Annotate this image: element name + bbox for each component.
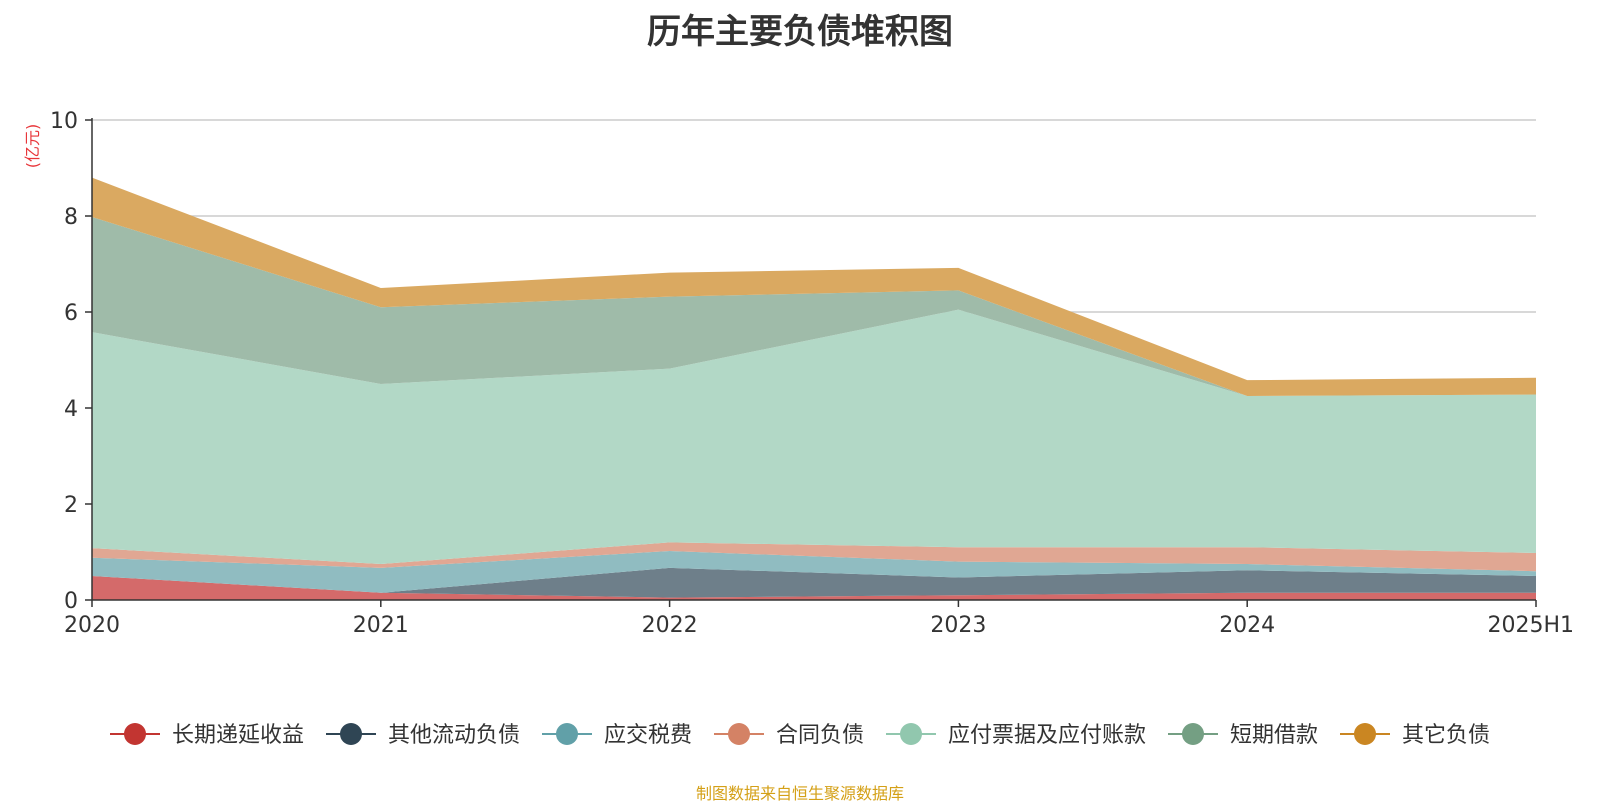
legend-item-3[interactable]: 应交税费	[542, 723, 692, 748]
legend-item-4[interactable]: 合同负债	[714, 723, 864, 748]
legend-label: 合同负债	[776, 723, 864, 748]
area-series-5	[92, 309, 1536, 564]
axes: 0 2 4 6 8 10 2020 2021 2022 2023 2024 2025H1	[50, 109, 1574, 638]
legend-label: 长期递延收益	[172, 723, 304, 748]
area-series-7	[92, 177, 1536, 396]
y-tick-label: 4	[64, 397, 78, 422]
y-unit-label: (亿元)	[23, 124, 42, 169]
legend-label: 短期借款	[1230, 723, 1318, 748]
legend[interactable]: 长期递延收益 其他流动负债 应交税费 合同负债 应付票据及应付账款 短期借款 其它负债	[110, 723, 1490, 748]
area-series	[92, 177, 1536, 600]
legend-item-2[interactable]: 其他流动负债	[326, 723, 520, 748]
source-note: 制图数据来自恒生聚源数据库	[695, 784, 904, 803]
x-tick-label: 2022	[642, 613, 698, 638]
legend-marker-icon	[1182, 723, 1204, 745]
legend-marker-icon	[728, 723, 750, 745]
chart-title: 历年主要负债堆积图	[647, 12, 953, 52]
legend-marker-icon	[340, 723, 362, 745]
x-tick-label: 2020	[64, 613, 120, 638]
x-tick-label: 2025H1	[1487, 613, 1574, 638]
x-tick-label: 2021	[353, 613, 409, 638]
legend-marker-icon	[124, 723, 146, 745]
y-tick-label: 6	[64, 301, 78, 326]
legend-item-5[interactable]: 应付票据及应付账款	[886, 723, 1146, 748]
legend-item-1[interactable]: 长期递延收益	[110, 723, 304, 748]
area-series-4	[92, 542, 1536, 572]
y-tick-label: 10	[50, 109, 78, 134]
area-series-2	[92, 567, 1536, 598]
x-tick-label: 2023	[930, 613, 986, 638]
area-series-3	[92, 551, 1536, 593]
x-tick-label: 2024	[1219, 613, 1275, 638]
legend-marker-icon	[900, 723, 922, 745]
legend-item-6[interactable]: 短期借款	[1168, 723, 1318, 748]
legend-label: 其他流动负债	[388, 723, 520, 748]
y-tick-label: 8	[64, 205, 78, 230]
legend-marker-icon	[556, 723, 578, 745]
legend-label: 其它负债	[1402, 723, 1490, 748]
legend-label: 应交税费	[604, 723, 692, 748]
legend-label: 应付票据及应付账款	[948, 723, 1146, 748]
legend-marker-icon	[1354, 723, 1376, 745]
y-tick-label: 0	[64, 589, 78, 614]
area-series-1	[92, 576, 1536, 600]
legend-item-7[interactable]: 其它负债	[1340, 723, 1490, 748]
area-series-6	[92, 216, 1536, 396]
y-tick-label: 2	[64, 493, 78, 518]
